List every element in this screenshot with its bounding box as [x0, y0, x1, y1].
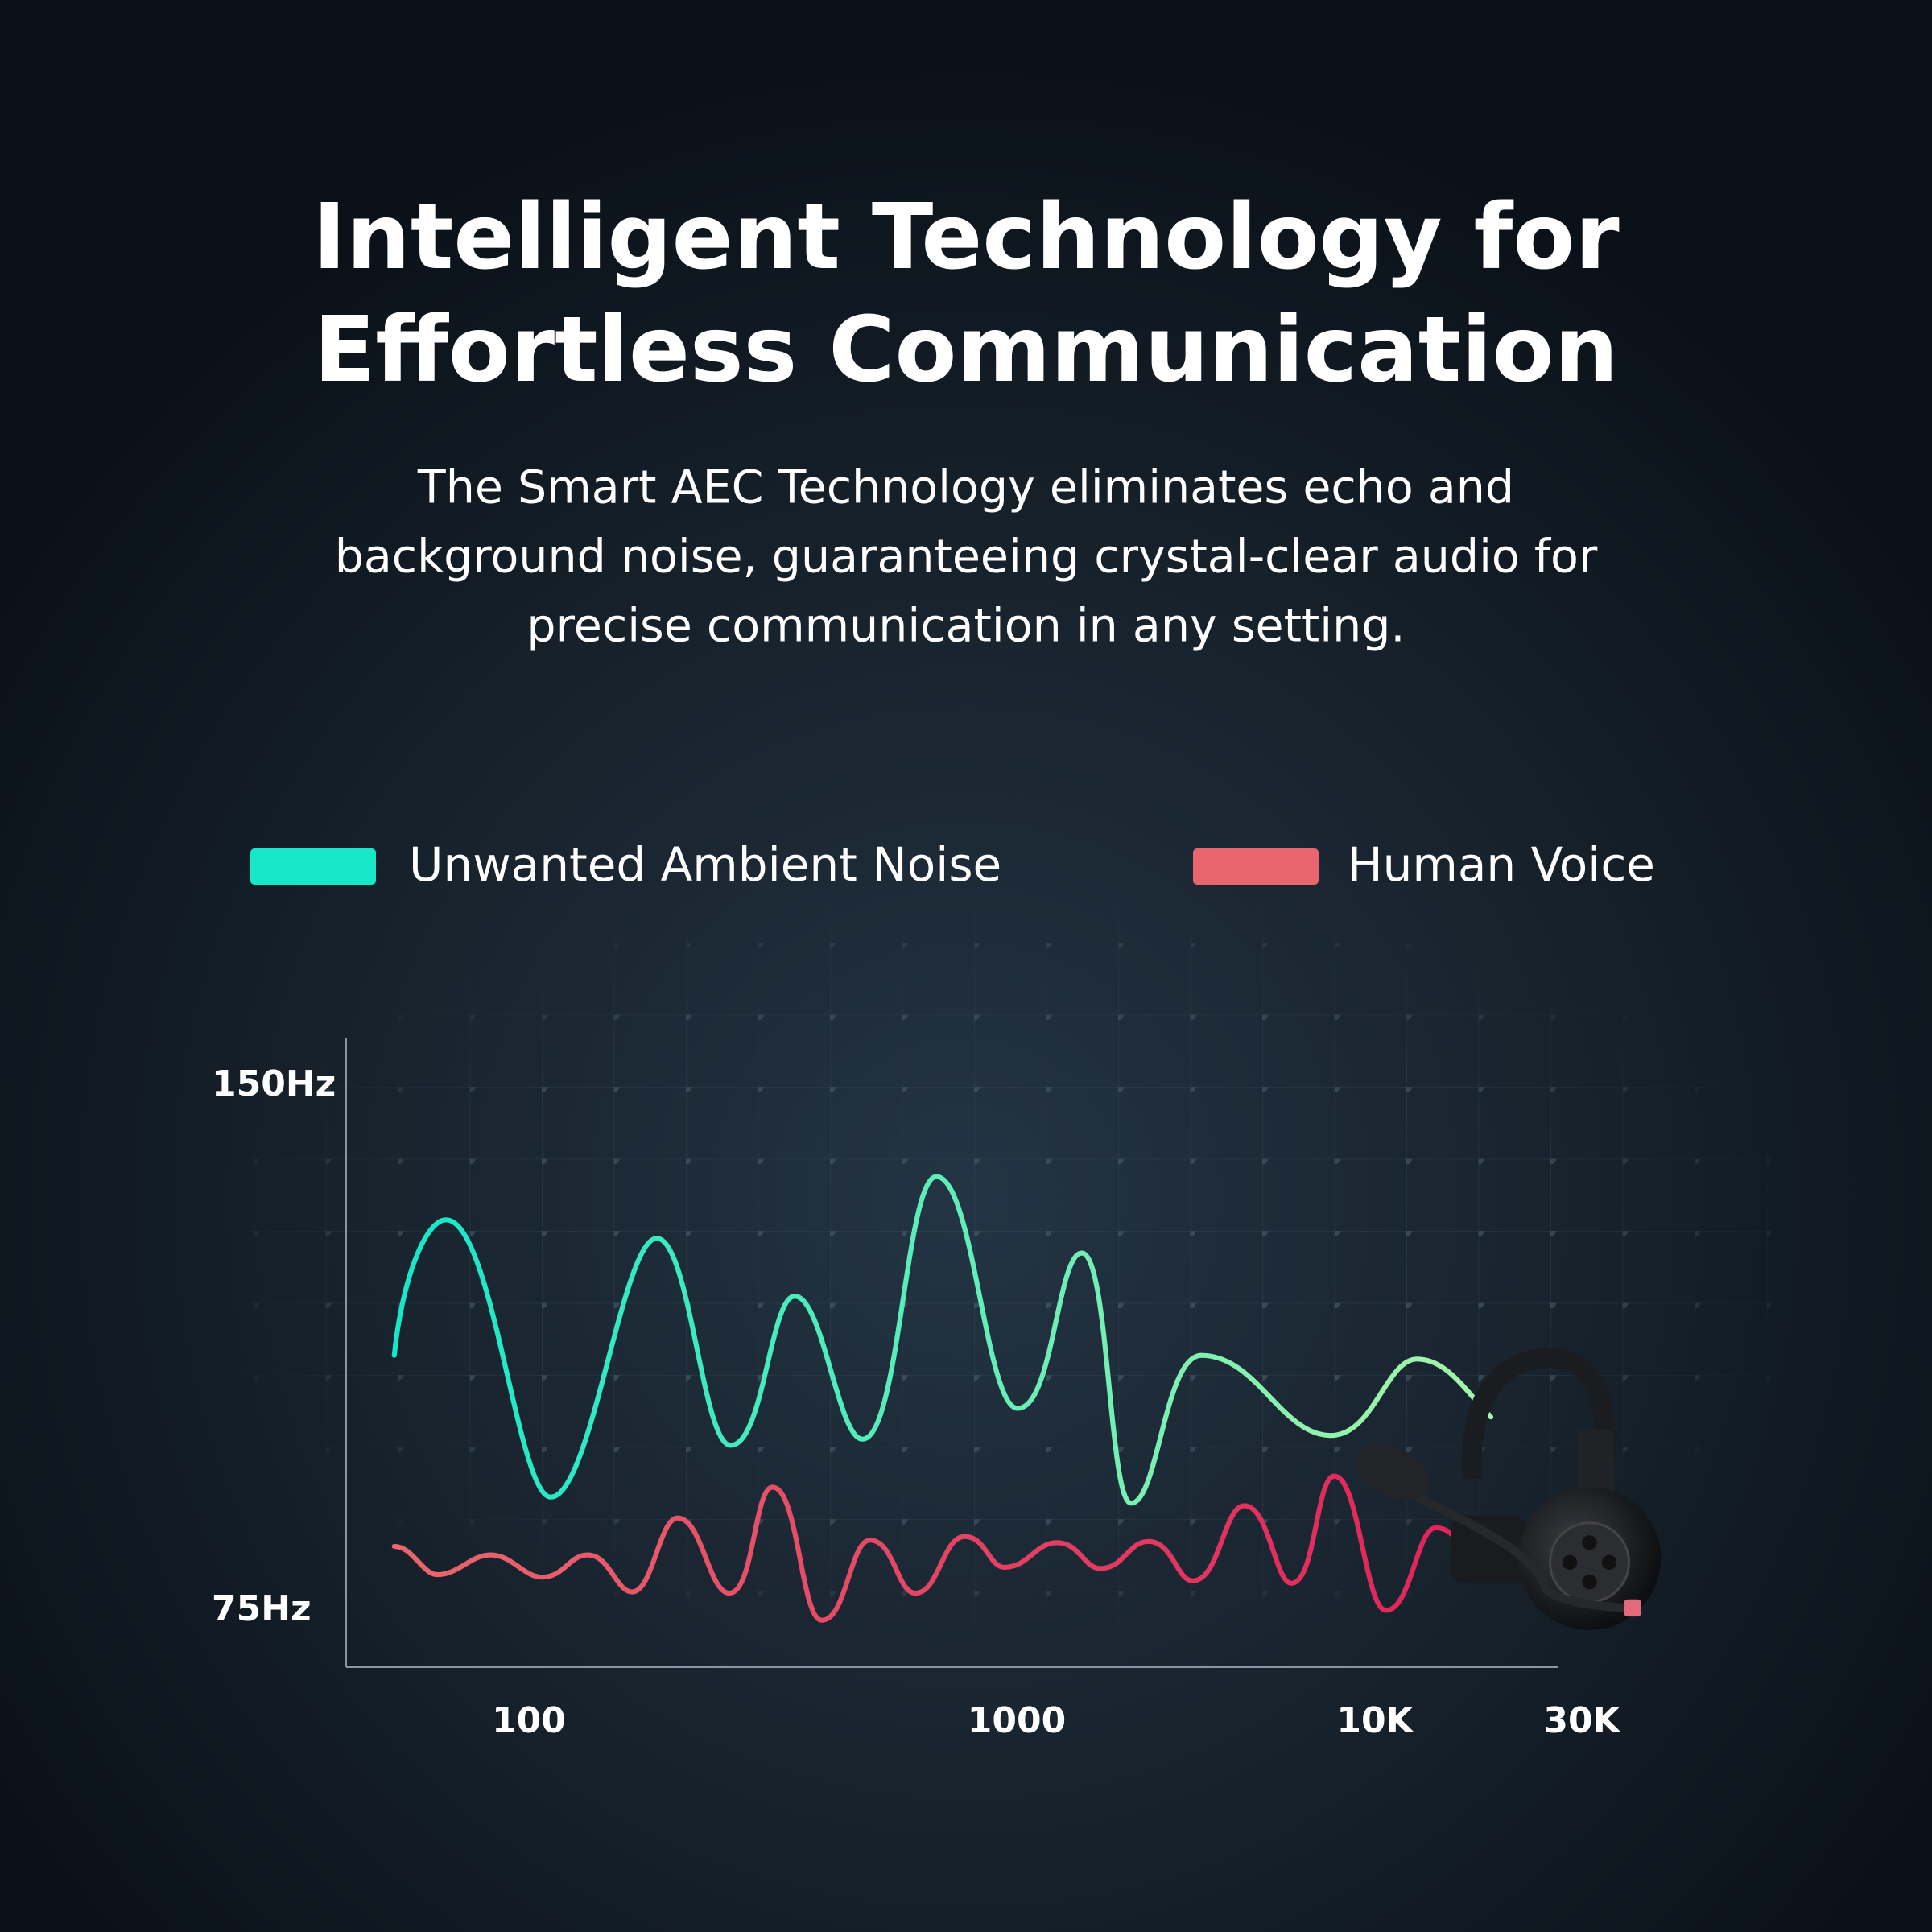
x-label: 10K: [1336, 1700, 1414, 1741]
description: background noise, guaranteeing crystal-c…: [335, 530, 1598, 584]
x-label: 1000: [968, 1700, 1066, 1741]
description: precise communication in any setting.: [526, 600, 1405, 653]
noise-wave: [391, 1174, 1494, 1506]
legend-swatch: [1193, 848, 1319, 885]
y-label: 75Hz: [212, 1588, 312, 1629]
grid: [242, 902, 1771, 1626]
description: The Smart AEC Technology eliminates echo…: [417, 461, 1514, 514]
title: Effortless Communication: [314, 298, 1619, 402]
title: Intelligent Technology for: [312, 185, 1619, 290]
legend-label: Unwanted Ambient Noise: [409, 837, 1001, 892]
x-label: 30K: [1543, 1700, 1621, 1741]
y-label: 150Hz: [212, 1063, 336, 1104]
x-label: 100: [492, 1700, 566, 1741]
legend-label: Human Voice: [1348, 837, 1655, 892]
headset: [1355, 1348, 1662, 1630]
voice-wave: [391, 1473, 1469, 1623]
legend-swatch: [250, 848, 376, 885]
